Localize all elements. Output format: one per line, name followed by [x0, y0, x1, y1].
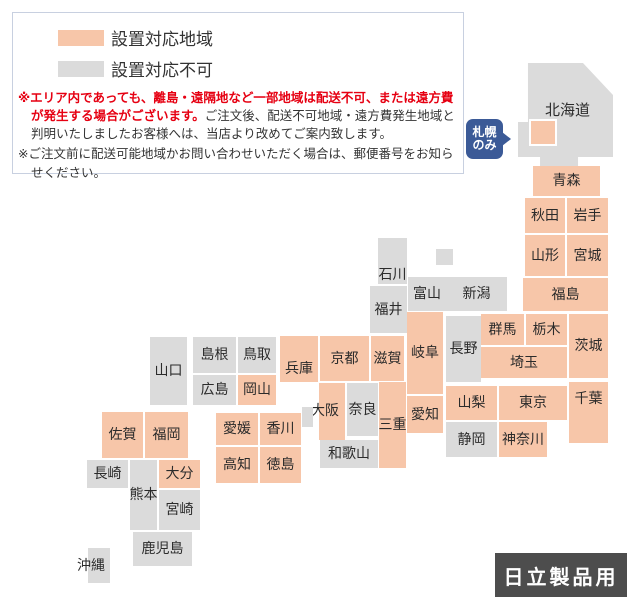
pref-tile-gunma: 群馬 — [481, 314, 524, 345]
legend-note-red: ※エリア内であっても、離島・遠隔地など一部地域は配送不可、または遠方費が発生する… — [18, 90, 454, 124]
sapporo-tile — [531, 121, 555, 144]
pref-tile-okinawa: 沖縄 — [77, 548, 110, 583]
pref-tile-akita: 秋田 — [525, 198, 565, 233]
pref-tile-oita: 大分 — [159, 460, 200, 488]
pref-tile-yamagata: 山形 — [525, 235, 565, 276]
pref-tile-yamanashi: 山梨 — [446, 386, 497, 420]
callout-line-1: 札幌 — [472, 125, 497, 139]
pref-tile-saga: 佐賀 — [102, 412, 143, 458]
pref-tile-iwate: 岩手 — [567, 198, 608, 233]
pref-tile-ibaraki: 茨城 — [569, 314, 608, 378]
pref-tile-fukushima: 福島 — [523, 278, 608, 311]
callout-line-2: のみ — [472, 138, 497, 152]
sapporo-only-callout: 札幌 のみ — [466, 119, 511, 159]
pref-tile-hokkaido: 北海道 — [518, 63, 613, 168]
legend-label-supported: 設置対応地域 — [111, 30, 213, 50]
legend-note-black: ご注文後、配送不可地域・遠方費発生地域と判明いたしましたお客様へは、当店より改め… — [31, 108, 455, 142]
pref-tile-miyazaki: 宮崎 — [159, 490, 200, 530]
pref-tile-chiba: 千葉 — [569, 382, 608, 443]
pref-tile-tokyo: 東京 — [499, 386, 567, 420]
legend-swatch-supported — [58, 29, 104, 46]
pref-tile-toyama: 富山 — [408, 277, 446, 311]
pref-tile-osaka: 大阪 — [311, 383, 345, 440]
pref-tile-kyoto: 京都 — [320, 336, 369, 381]
pref-tile-shizuoka: 静岡 — [446, 422, 497, 457]
pref-tile-aomori: 青森 — [533, 166, 600, 196]
pref-tile-hiroshima: 広島 — [193, 375, 236, 405]
pref-tile-nagano: 長野 — [446, 316, 481, 382]
pref-tile-tottori: 鳥取 — [238, 337, 276, 373]
pref-tile-kagoshima: 鹿児島 — [133, 532, 192, 566]
legend-item-unsupported: 設置対応不可 — [58, 56, 455, 81]
pref-tile-miyagi: 宮城 — [567, 235, 608, 276]
pref-tile-fukui: 福井 — [370, 286, 407, 333]
pref-tile-okayama: 岡山 — [238, 375, 276, 405]
pref-tile-mie: 三重 — [379, 382, 407, 468]
pref-tile-yamaguchi: 山口 — [150, 337, 187, 405]
pref-label-osaka: 大阪 — [311, 403, 339, 419]
pref-tile-kanagawa: 神奈川 — [499, 422, 547, 457]
pref-label-okinawa: 沖縄 — [77, 558, 105, 574]
pref-tile-tochigi: 栃木 — [526, 314, 567, 345]
pref-tile-nagasaki: 長崎 — [87, 460, 128, 488]
legend-note-1: ※エリア内であっても、離島・遠隔地など一部地域は配送不可、または遠方費が発生する… — [18, 89, 455, 143]
pref-tile-ehime: 愛媛 — [216, 413, 258, 445]
pref-tile-shiga: 滋賀 — [371, 336, 404, 381]
pref-tile-ishikawa: 石川 — [378, 238, 407, 284]
pref-tile-kagawa: 香川 — [260, 413, 301, 445]
pref-tile-shimane: 島根 — [193, 337, 236, 373]
pref-label-hokkaido: 北海道 — [545, 101, 591, 119]
legend-box: 設置対応地域 設置対応不可 ※エリア内であっても、離島・遠隔地など一部地域は配送… — [12, 12, 464, 180]
legend-item-supported: 設置対応地域 — [58, 25, 455, 50]
pref-tile-niigata: 新潟 — [446, 277, 507, 311]
legend-label-unsupported: 設置対応不可 — [111, 61, 213, 81]
pref-tile-aichi: 愛知 — [407, 396, 443, 433]
pref-tile-fukuoka: 福岡 — [145, 412, 188, 458]
pref-tile-gifu: 岐阜 — [407, 312, 443, 394]
awaji-island-tile — [302, 407, 313, 427]
pref-tile-kochi: 高知 — [216, 447, 258, 483]
pref-tile-saitama: 埼玉 — [481, 347, 567, 378]
pref-tile-nara: 奈良 — [347, 383, 378, 436]
pref-tile-hyogo: 兵庫 — [280, 336, 318, 382]
pref-tile-wakayama: 和歌山 — [320, 440, 378, 468]
pref-tile-tokushima: 徳島 — [260, 447, 301, 483]
sado-island-tile — [436, 249, 453, 265]
hitachi-products-badge: 日立製品用 — [495, 553, 627, 597]
legend-swatch-unsupported — [58, 60, 104, 77]
pref-tile-kumamoto: 熊本 — [130, 460, 158, 530]
legend-note-2: ※ご注文前に配送可能地域かお問い合わせいただく場合は、郵便番号をお知らせください… — [18, 146, 454, 180]
